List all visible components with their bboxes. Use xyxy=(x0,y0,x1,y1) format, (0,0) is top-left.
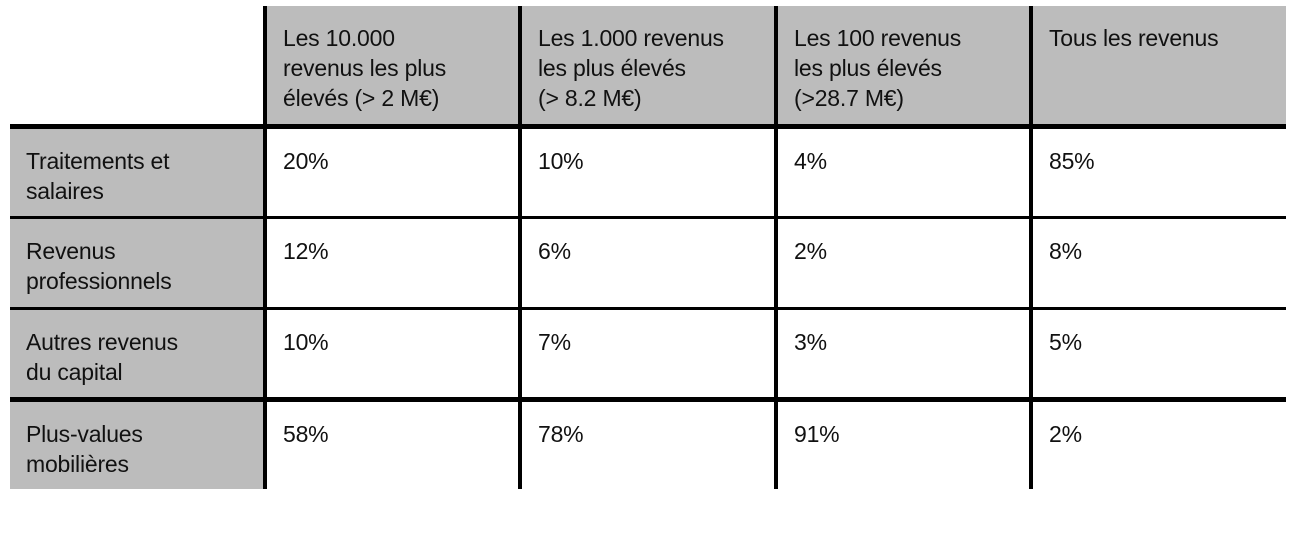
row-header-traitements-salaires: Traitements et salaires xyxy=(10,126,265,219)
data-cell: 4% xyxy=(774,126,1031,219)
column-header-top-10000: Les 10.000 revenus les plus élevés (> 2 … xyxy=(263,6,520,129)
column-header-top-1000: Les 1.000 revenus les plus élevés (> 8.2… xyxy=(518,6,776,129)
column-header-top-100: Les 100 revenus les plus élevés (>28.7 M… xyxy=(774,6,1031,129)
income-composition-table: Les 10.000 revenus les plus élevés (> 2 … xyxy=(10,6,1286,489)
data-cell: 10% xyxy=(263,308,520,402)
row-header-autres-revenus-capital: Autres revenus du capital xyxy=(10,308,265,402)
row-header-revenus-professionnels: Revenus professionnels xyxy=(10,217,265,310)
data-cell: 5% xyxy=(1029,308,1286,402)
data-cell: 91% xyxy=(774,399,1031,489)
table-row: Traitements et salaires 20% 10% 4% 85% xyxy=(10,126,1286,219)
data-cell: 8% xyxy=(1029,217,1286,310)
table-row: Revenus professionnels 12% 6% 2% 8% xyxy=(10,217,1286,310)
data-cell: 2% xyxy=(1029,399,1286,489)
table-row: Autres revenus du capital 10% 7% 3% 5% xyxy=(10,308,1286,402)
data-cell: 6% xyxy=(518,217,776,310)
data-cell: 7% xyxy=(518,308,776,402)
data-cell: 3% xyxy=(774,308,1031,402)
header-row: Les 10.000 revenus les plus élevés (> 2 … xyxy=(10,6,1286,129)
data-cell: 2% xyxy=(774,217,1031,310)
data-cell: 20% xyxy=(263,126,520,219)
column-header-all-revenues: Tous les revenus xyxy=(1029,6,1286,129)
data-cell: 10% xyxy=(518,126,776,219)
data-cell: 78% xyxy=(518,399,776,489)
data-cell: 12% xyxy=(263,217,520,310)
row-header-plus-values-mobilieres: Plus-values mobilières xyxy=(10,399,265,489)
table-row: Plus-values mobilières 58% 78% 91% 2% xyxy=(10,399,1286,489)
data-cell: 58% xyxy=(263,399,520,489)
corner-cell xyxy=(10,6,265,129)
data-cell: 85% xyxy=(1029,126,1286,219)
